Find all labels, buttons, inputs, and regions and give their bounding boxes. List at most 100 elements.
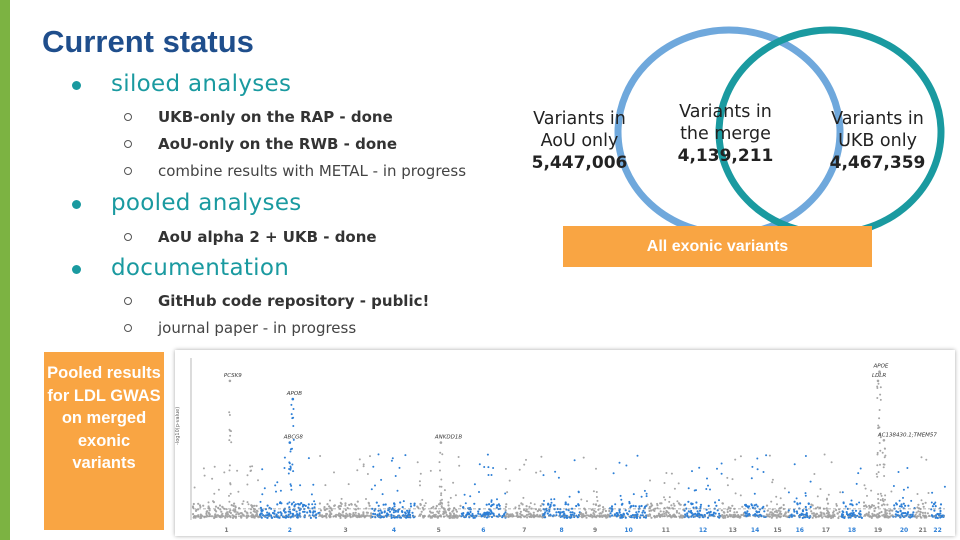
data-point xyxy=(266,511,269,514)
data-point xyxy=(748,512,751,516)
data-point xyxy=(374,484,376,487)
item-journal: journal paper - in progress xyxy=(158,319,357,337)
data-point xyxy=(907,504,910,507)
data-point xyxy=(193,486,196,489)
data-point xyxy=(525,508,528,511)
data-point xyxy=(553,498,556,501)
peak-point xyxy=(879,393,882,396)
data-point xyxy=(215,510,218,513)
data-point xyxy=(618,511,621,514)
data-point xyxy=(346,515,349,518)
peak-point xyxy=(881,451,884,454)
data-point xyxy=(677,482,680,485)
data-point xyxy=(522,508,526,512)
sub-bullet-circle xyxy=(124,113,132,121)
data-point xyxy=(391,457,394,460)
data-point xyxy=(906,486,909,489)
data-point xyxy=(734,492,737,495)
peak-point xyxy=(878,426,881,429)
chromosome-tick-label: 8 xyxy=(560,527,564,534)
data-point xyxy=(236,511,239,514)
data-point xyxy=(915,516,918,519)
data-point xyxy=(368,502,370,505)
data-point xyxy=(871,504,874,507)
data-point xyxy=(329,499,331,502)
data-point xyxy=(221,515,224,518)
data-point xyxy=(225,508,228,511)
chromosome-points-15 xyxy=(765,454,790,519)
section-heading-pooled: pooled analyses xyxy=(111,190,302,216)
data-point xyxy=(870,505,873,508)
peak-point xyxy=(289,450,292,453)
data-point xyxy=(753,513,756,517)
data-point xyxy=(862,501,866,504)
data-point xyxy=(314,516,318,519)
data-point xyxy=(580,516,584,519)
data-point xyxy=(594,510,597,513)
gene-label: APOE xyxy=(873,364,889,370)
data-point xyxy=(213,516,216,520)
data-point xyxy=(401,506,404,509)
data-point xyxy=(894,513,897,516)
data-point xyxy=(655,515,659,518)
data-point xyxy=(816,495,819,498)
item-ukb-only: UKB-only on the RAP - done xyxy=(158,108,393,126)
data-point xyxy=(519,510,522,513)
data-point xyxy=(591,515,594,518)
data-point xyxy=(398,516,401,519)
chromosome-points-2: APOB ABCG8 xyxy=(259,391,321,519)
data-point xyxy=(562,510,565,513)
data-point xyxy=(727,506,730,509)
data-point xyxy=(746,510,749,513)
data-point xyxy=(515,511,518,514)
data-point xyxy=(333,471,335,474)
data-point xyxy=(380,478,383,481)
data-point xyxy=(779,510,782,513)
peak-point xyxy=(289,448,292,451)
data-point xyxy=(226,513,230,516)
data-point xyxy=(849,503,852,506)
sub-bullet-circle xyxy=(124,140,132,148)
data-point xyxy=(729,509,732,512)
data-point xyxy=(914,513,917,516)
data-point xyxy=(909,516,912,519)
data-point xyxy=(762,471,765,473)
data-point xyxy=(890,490,893,493)
data-point xyxy=(695,501,698,504)
data-point xyxy=(630,505,633,508)
data-point xyxy=(595,496,598,498)
data-point xyxy=(284,511,287,514)
data-point xyxy=(916,515,919,518)
data-point xyxy=(634,505,637,508)
section-heading-documentation: documentation xyxy=(111,255,290,281)
data-point xyxy=(409,513,412,517)
data-point xyxy=(259,513,262,516)
data-point xyxy=(514,506,517,509)
data-point xyxy=(251,465,254,468)
peak-point xyxy=(292,425,295,427)
data-point xyxy=(706,477,708,480)
peak-point xyxy=(875,473,878,475)
data-point xyxy=(472,516,476,519)
data-point xyxy=(847,516,850,519)
data-point xyxy=(720,462,723,465)
peak-point xyxy=(876,387,879,389)
data-point xyxy=(268,506,271,509)
data-point xyxy=(396,489,399,492)
data-point xyxy=(528,505,531,508)
peak-point xyxy=(883,475,886,477)
data-point xyxy=(470,515,474,518)
data-point xyxy=(313,500,316,503)
data-point xyxy=(933,509,936,512)
data-point xyxy=(199,505,202,509)
data-point xyxy=(625,512,629,515)
data-point xyxy=(937,513,940,516)
data-point xyxy=(930,501,933,504)
data-point xyxy=(338,504,341,508)
data-point xyxy=(504,511,507,514)
data-point xyxy=(328,505,331,508)
venn-left-label: Variants in AoU only xyxy=(533,109,626,151)
data-point xyxy=(313,506,316,509)
data-point xyxy=(902,488,905,491)
data-point xyxy=(497,503,500,506)
